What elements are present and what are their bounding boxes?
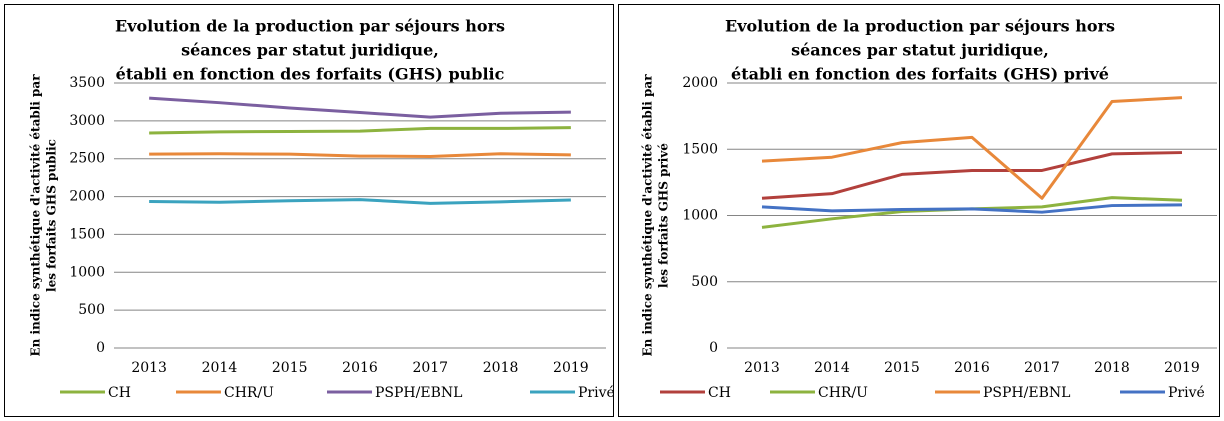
legend-label: Privé: [1168, 385, 1205, 401]
x-tick-label: 2018: [1094, 360, 1130, 376]
x-tick-label: 2019: [1164, 360, 1200, 376]
x-tick-label: 2016: [342, 360, 378, 376]
y-axis-label: En indice synthétique d'activité établi …: [29, 74, 43, 357]
legend-label: PSPH/EBNL: [375, 385, 462, 401]
y-axis-label: les forfaits GHS privé: [657, 143, 671, 288]
chart-title: établi en fonction des forfaits (GHS) pu…: [116, 65, 505, 84]
legend-label: CHR/U: [818, 385, 868, 401]
series-line: [761, 151, 1183, 200]
y-tick-label: 1500: [69, 226, 105, 242]
y-tick-label: 500: [78, 302, 105, 318]
y-tick-label: 0: [709, 340, 718, 356]
legend-label: CH: [708, 385, 731, 401]
panel-frame: [618, 4, 1220, 417]
x-tick-label: 2015: [884, 360, 920, 376]
series-line: [761, 196, 1183, 229]
x-tick-label: 2015: [272, 360, 308, 376]
y-axis-label: En indice synthétique d'activité établi …: [641, 74, 655, 357]
y-tick-label: 2500: [69, 151, 105, 167]
x-tick-label: 2014: [814, 360, 850, 376]
panel-frame: [4, 4, 614, 417]
y-tick-label: 3000: [69, 113, 105, 129]
chart-title: Evolution de la production par séjours h…: [115, 17, 505, 36]
y-tick-label: 1000: [682, 208, 718, 224]
x-tick-label: 2019: [553, 360, 589, 376]
series-line: [761, 203, 1183, 214]
series-line: [149, 126, 571, 135]
x-tick-label: 2016: [954, 360, 990, 376]
y-tick-label: 3500: [69, 75, 105, 91]
series-line: [149, 96, 571, 119]
y-tick-label: 1000: [69, 264, 105, 280]
legend-label: CH: [108, 385, 131, 401]
x-tick-label: 2017: [412, 360, 448, 376]
x-tick-label: 2013: [131, 360, 167, 376]
x-tick-label: 2017: [1024, 360, 1060, 376]
chart-title: Evolution de la production par séjours h…: [725, 17, 1115, 36]
x-tick-label: 2013: [744, 360, 780, 376]
y-tick-label: 2000: [69, 189, 105, 205]
y-tick-label: 0: [96, 340, 105, 356]
chart-title: séances par statut juridique,: [181, 41, 439, 60]
chart-title: séances par statut juridique,: [791, 41, 1049, 60]
series-line: [149, 198, 571, 205]
y-tick-label: 500: [691, 274, 718, 290]
x-tick-label: 2014: [202, 360, 238, 376]
series-line: [761, 96, 1183, 200]
y-tick-label: 2000: [682, 75, 718, 91]
x-tick-label: 2018: [483, 360, 519, 376]
legend-label: CHR/U: [224, 385, 274, 401]
legend-label: PSPH/EBNL: [983, 385, 1070, 401]
y-tick-label: 1500: [682, 141, 718, 157]
y-axis-label: les forfaits GHS public: [45, 139, 59, 292]
series-line: [149, 152, 571, 158]
chart-title: établi en fonction des forfaits (GHS) pr…: [731, 65, 1109, 84]
legend-label: Privé: [578, 385, 615, 401]
